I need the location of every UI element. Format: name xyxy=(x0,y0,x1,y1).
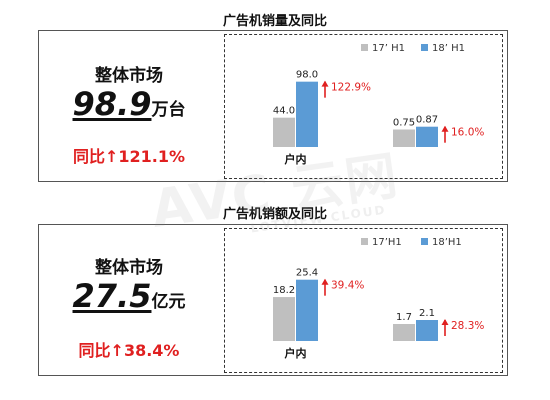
summary-growth: 同比↑121.1% xyxy=(39,143,219,167)
summary-unit: 亿元 xyxy=(151,292,186,312)
bar-value-label-0-1: 25.4 xyxy=(296,268,318,279)
summary-label: 整体市场 xyxy=(95,258,163,278)
section-title-sales-volume: 广告机销量及同比 xyxy=(222,14,327,29)
summary-unit: 万台 xyxy=(151,100,186,120)
growth-label-1: 16.0% xyxy=(451,127,484,139)
up-arrow-icon: ↑ xyxy=(104,147,119,166)
bar-value-label-0-0: 18.2 xyxy=(273,285,295,296)
chart-sales-volume: 17’ H1 18’ H1 44.0 98.0 122.9% 户内 0.75 0.87 16.0… xyxy=(224,34,503,179)
bar-value-label-1-1: 0.87 xyxy=(416,115,438,126)
bar-1-0 xyxy=(393,129,415,147)
legend-swatch-0 xyxy=(361,44,368,51)
bar-0-0 xyxy=(273,297,295,341)
chart-svg-sales-volume: 17’ H1 18’ H1 44.0 98.0 122.9% 户内 0.75 0.87 16.0… xyxy=(273,43,485,166)
growth-arrow-head-0 xyxy=(321,278,329,285)
bar-0-0 xyxy=(273,117,295,147)
bar-0-1 xyxy=(296,279,318,341)
category-label-0: 户内 xyxy=(285,346,307,360)
legend-label-0: 17’H1 xyxy=(372,237,402,248)
growth-arrow-head-0 xyxy=(321,80,329,87)
bar-value-label-1-0: 0.75 xyxy=(393,118,415,129)
bar-value-label-1-1: 2.1 xyxy=(419,308,435,319)
bar-1-1 xyxy=(416,320,438,341)
growth-value: 38.4% xyxy=(123,341,180,360)
growth-label-0: 39.4% xyxy=(331,280,364,292)
chart-sales-amount: 17’H1 18’H1 18.2 25.4 39.4% 户内 1.7 2.1 28.3% xyxy=(224,228,503,373)
growth-arrow-head-1 xyxy=(441,319,449,325)
summary-value: 98.9万台 xyxy=(39,85,219,123)
bar-0-1 xyxy=(296,81,318,147)
section-title-sales-amount: 广告机销额及同比 xyxy=(222,207,327,222)
panel-sales-volume: 整体市场 98.9万台 同比↑121.1% 17’ H1 18’ H1 44.0 98… xyxy=(38,30,508,182)
up-arrow-icon: ↑ xyxy=(110,341,124,360)
legend-label-1: 18’H1 xyxy=(432,237,462,248)
growth-label-1: 28.3% xyxy=(451,320,484,332)
summary-value: 27.5亿元 xyxy=(39,277,219,315)
growth-label: 同比 xyxy=(78,341,111,360)
summary-number: 98.9 xyxy=(72,85,152,123)
chart-svg-sales-amount: 17’H1 18’H1 18.225.4 39.4% 户内 1.7 2.1 28.3% xyxy=(273,237,485,360)
growth-label: 同比 xyxy=(72,147,105,166)
summary-sales-volume: 整体市场 98.9万台 同比↑121.1% xyxy=(39,31,219,181)
growth-value: 121.1% xyxy=(118,147,186,166)
bar-value-label-0-1: 98.0 xyxy=(296,70,318,81)
category-label-0: 户内 xyxy=(285,152,307,166)
bar-value-label-0-0: 44.0 xyxy=(273,106,295,117)
summary-number: 27.5 xyxy=(72,277,152,315)
summary-sales-amount: 整体市场 27.5亿元 同比↑38.4% xyxy=(39,225,219,375)
legend-swatch-1 xyxy=(421,44,428,51)
growth-label-0: 122.9% xyxy=(331,82,371,94)
growth-arrow-head-1 xyxy=(441,125,449,132)
summary-growth: 同比↑38.4% xyxy=(39,337,219,361)
panel-sales-amount: 整体市场 27.5亿元 同比↑38.4% 17’H1 18’H1 18.2 25.4 3… xyxy=(38,224,508,376)
legend-label-0: 17’ H1 xyxy=(372,43,405,54)
bar-value-label-1-0: 1.7 xyxy=(396,312,412,323)
legend-swatch-0 xyxy=(361,238,368,245)
legend-label-1: 18’ H1 xyxy=(432,43,465,54)
bar-1-0 xyxy=(393,324,415,341)
summary-label: 整体市场 xyxy=(95,66,163,86)
legend-swatch-1 xyxy=(421,238,428,245)
bar-1-1 xyxy=(416,126,438,147)
